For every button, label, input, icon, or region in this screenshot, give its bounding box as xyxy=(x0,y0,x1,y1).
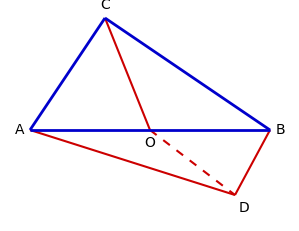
Text: B: B xyxy=(276,123,286,137)
Text: A: A xyxy=(14,123,24,137)
Text: C: C xyxy=(100,0,110,12)
Text: D: D xyxy=(239,201,250,215)
Text: O: O xyxy=(144,136,155,150)
